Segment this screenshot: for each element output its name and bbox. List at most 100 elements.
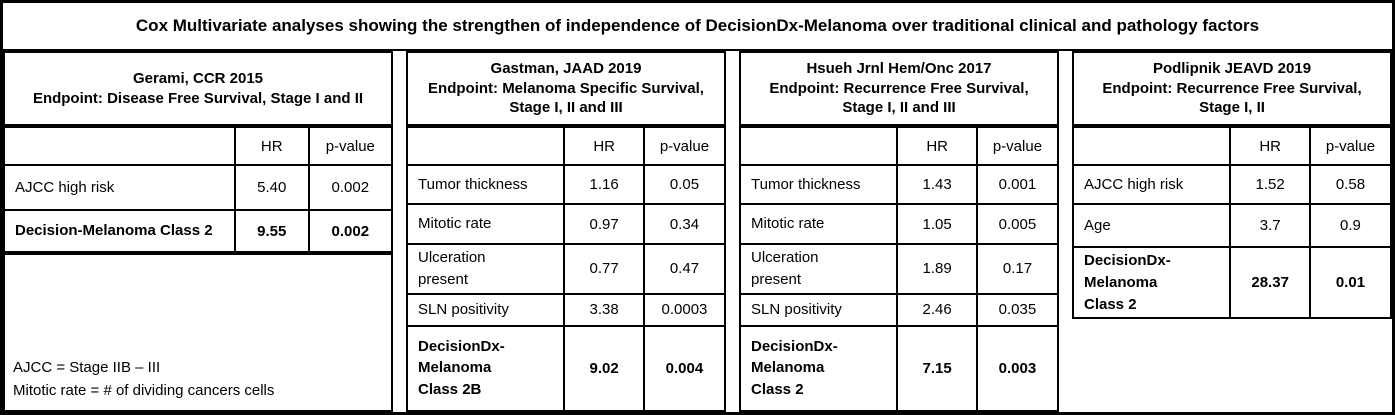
column-header-pvalue: p-value [975,126,1060,166]
table-row: SLN positivity 3.38 0.0003 [405,292,727,327]
row-pvalue: 0.001 [975,164,1060,205]
row-hr-value: 0.97 [563,203,645,245]
column-header-empty [738,126,899,166]
panel-podlipnik-jeavd-2019: Podlipnik JEAVD 2019 Endpoint: Recurrenc… [1071,51,1393,412]
row-pvalue: 0.58 [1308,164,1393,205]
table-row-decisiondx: DecisionDx- Melanoma Class 2B 9.02 0.004 [405,324,727,412]
study-endpoint: Endpoint: Melanoma Specific Survival, St… [428,79,704,117]
study-name: Gastman, JAAD 2019 [490,59,642,77]
row-hr-value: 3.38 [563,292,645,327]
table-row: AJCC high risk 5.40 0.002 [3,164,394,211]
row-pvalue: 0.9 [1308,203,1393,248]
column-header-row: HR p-value [738,126,1060,166]
row-hr-value: 1.89 [896,243,978,295]
panel-hsueh-table: HR p-value Tumor thickness 1.43 0.001 Mi… [738,126,1060,412]
row-label: DecisionDx- Melanoma Class 2 [738,324,899,412]
column-header-pvalue: p-value [642,126,727,166]
table-row: Mitotic rate 1.05 0.005 [738,203,1060,245]
column-header-hr: HR [563,126,645,166]
column-header-row: HR p-value [405,126,727,166]
row-label: AJCC high risk [3,164,236,211]
row-hr-value: 0.77 [563,243,645,295]
table-row-decisiondx: DecisionDx- Melanoma Class 2 7.15 0.003 [738,324,1060,412]
row-hr-value: 1.05 [896,203,978,245]
row-label: AJCC high risk [1071,164,1232,205]
row-hr-value: 5.40 [233,164,310,211]
row-label: SLN positivity [405,292,566,327]
row-pvalue: 0.002 [307,209,394,253]
table-row: Age 3.7 0.9 [1071,203,1393,248]
table-row-decisiondx: Decision-Melanoma Class 2 9.55 0.002 [3,209,394,253]
panels-row: Gerami, CCR 2015 Endpoint: Disease Free … [3,51,1393,412]
table-row: Mitotic rate 0.97 0.34 [405,203,727,245]
panel-gerami-ccr-2015: Gerami, CCR 2015 Endpoint: Disease Free … [3,51,394,412]
row-pvalue: 0.0003 [642,292,727,327]
row-pvalue: 0.004 [642,324,727,412]
panel-gastman-header: Gastman, JAAD 2019 Endpoint: Melanoma Sp… [406,51,726,126]
column-header-empty [1071,126,1232,166]
column-header-hr: HR [233,126,310,166]
study-endpoint: Endpoint: Recurrence Free Survival, Stag… [769,79,1029,117]
row-hr-value: 9.02 [563,324,645,412]
row-hr-value: 1.52 [1229,164,1311,205]
table-row: SLN positivity 2.46 0.035 [738,292,1060,327]
table-row: Tumor thickness 1.43 0.001 [738,164,1060,205]
panel-gerami-table: HR p-value AJCC high risk 5.40 0.002 Dec… [3,126,394,253]
panel-podlipnik-empty-space [1072,319,1392,412]
row-hr-value: 7.15 [896,324,978,412]
table-row: Ulceration present 1.89 0.17 [738,243,1060,295]
panel-gerami-header: Gerami, CCR 2015 Endpoint: Disease Free … [3,51,393,126]
row-label: Mitotic rate [738,203,899,245]
row-pvalue: 0.17 [975,243,1060,295]
row-hr-value: 1.43 [896,164,978,205]
panel-gastman-table: HR p-value Tumor thickness 1.16 0.05 Mit… [405,126,727,412]
row-label: Age [1071,203,1232,248]
table-row: Tumor thickness 1.16 0.05 [405,164,727,205]
row-label: SLN positivity [738,292,899,327]
panel-podlipnik-table: HR p-value AJCC high risk 1.52 0.58 Age … [1071,126,1393,320]
column-header-row: HR p-value [1071,126,1393,166]
column-header-hr: HR [1229,126,1311,166]
row-hr-value: 2.46 [896,292,978,327]
table-row: Ulceration present 0.77 0.47 [405,243,727,295]
row-label: DecisionDx- Melanoma Class 2B [405,324,566,412]
row-pvalue: 0.003 [975,324,1060,412]
row-hr-value: 3.7 [1229,203,1311,248]
table-row-decisiondx: DecisionDx- Melanoma Class 2 28.37 0.01 [1071,245,1393,320]
column-header-empty [3,126,236,166]
row-label: Ulceration present [405,243,566,295]
row-pvalue: 0.01 [1308,245,1393,320]
panel-hsueh-hem-onc-2017: Hsueh Jrnl Hem/Onc 2017 Endpoint: Recurr… [738,51,1060,412]
study-name: Hsueh Jrnl Hem/Onc 2017 [806,59,992,77]
column-header-pvalue: p-value [1308,126,1393,166]
figure-title: Cox Multivariate analyses showing the st… [3,3,1392,51]
panel-podlipnik-header: Podlipnik JEAVD 2019 Endpoint: Recurrenc… [1072,51,1392,126]
row-label: Mitotic rate [405,203,566,245]
row-pvalue: 0.47 [642,243,727,295]
row-label: Decision-Melanoma Class 2 [3,209,236,253]
row-hr-value: 28.37 [1229,245,1311,320]
study-name: Gerami, CCR 2015 [132,69,264,87]
study-endpoint: Endpoint: Recurrence Free Survival, Stag… [1102,79,1362,117]
column-header-empty [405,126,566,166]
table-row: AJCC high risk 1.52 0.58 [1071,164,1393,205]
row-pvalue: 0.34 [642,203,727,245]
study-endpoint: Endpoint: Disease Free Survival, Stage I… [32,89,364,107]
row-pvalue: 0.005 [975,203,1060,245]
row-pvalue: 0.05 [642,164,727,205]
row-label: Tumor thickness [738,164,899,205]
panel-hsueh-header: Hsueh Jrnl Hem/Onc 2017 Endpoint: Recurr… [739,51,1059,126]
row-pvalue: 0.035 [975,292,1060,327]
row-hr-value: 9.55 [233,209,310,253]
row-hr-value: 1.16 [563,164,645,205]
row-label: DecisionDx- Melanoma Class 2 [1071,245,1232,320]
row-label: Ulceration present [738,243,899,295]
column-header-pvalue: p-value [307,126,394,166]
row-pvalue: 0.002 [307,164,394,211]
panel-gerami-footnote: AJCC = Stage IIB – III Mitotic rate = # … [3,253,393,412]
study-name: Podlipnik JEAVD 2019 [1152,59,1312,77]
column-header-row: HR p-value [3,126,394,166]
column-header-hr: HR [896,126,978,166]
panel-gastman-jaad-2019: Gastman, JAAD 2019 Endpoint: Melanoma Sp… [405,51,727,412]
